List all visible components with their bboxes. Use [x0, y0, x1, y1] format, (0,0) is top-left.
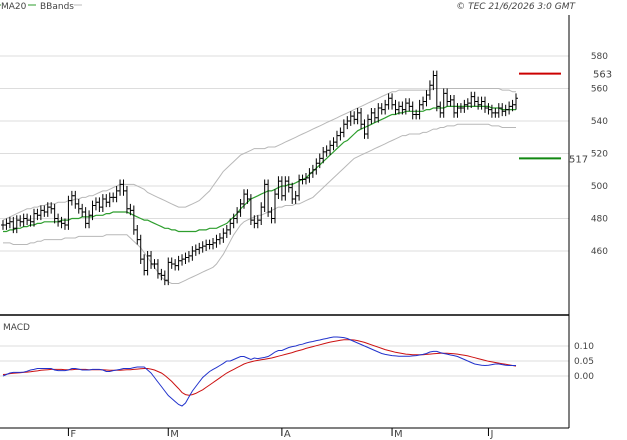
- bbands-upper-line: [2, 88, 516, 221]
- resistance-label: 563: [593, 70, 612, 81]
- x-tick-label: M: [394, 429, 403, 440]
- price-candles: [1, 70, 518, 286]
- macd-signal-line: [2, 339, 517, 396]
- price-panel: 580 560 540 520 500 480 460 563 517: [0, 52, 612, 286]
- price-y-tick-label: 540: [591, 117, 608, 127]
- price-y-axis: 580 560 540 520 500 480 460: [591, 52, 608, 257]
- x-tick-label: M: [170, 429, 179, 440]
- macd-gridlines: [0, 345, 569, 377]
- support-label: 517: [569, 154, 588, 165]
- x-tick-label: F: [70, 429, 76, 440]
- macd-panel-title: MACD: [3, 323, 30, 333]
- price-y-tick-label: 560: [591, 85, 608, 95]
- price-y-tick-label: 580: [591, 52, 608, 62]
- macd-y-axis: 0.10 0.05 0.00: [574, 342, 594, 382]
- price-y-tick-label: 520: [591, 150, 608, 160]
- macd-y-tick-label: 0.05: [574, 357, 594, 367]
- price-gridlines: [0, 55, 569, 252]
- macd-panel: MACD 0.10 0.05 0.00: [0, 323, 594, 407]
- ma20-line: [3, 105, 516, 233]
- chart-header: MA20 BBands © TEC 21/6/2026 3:0 GMT: [0, 2, 577, 12]
- price-y-tick-label: 480: [591, 215, 608, 225]
- x-tick-label: A: [284, 429, 291, 440]
- macd-y-tick-label: 0.10: [574, 342, 594, 352]
- bbands-legend-label: BBands: [40, 2, 74, 12]
- copyright-label: © TEC 21/6/2026 3:0 GMT: [456, 2, 576, 12]
- x-tick-label: J: [489, 429, 493, 440]
- bbands-lower-line: [3, 123, 516, 284]
- macd-y-tick-label: 0.00: [574, 372, 594, 382]
- ma20-legend-label: MA20: [1, 2, 27, 12]
- macd-line: [2, 336, 516, 407]
- price-y-tick-label: 500: [591, 182, 608, 192]
- price-y-tick-label: 460: [591, 247, 608, 257]
